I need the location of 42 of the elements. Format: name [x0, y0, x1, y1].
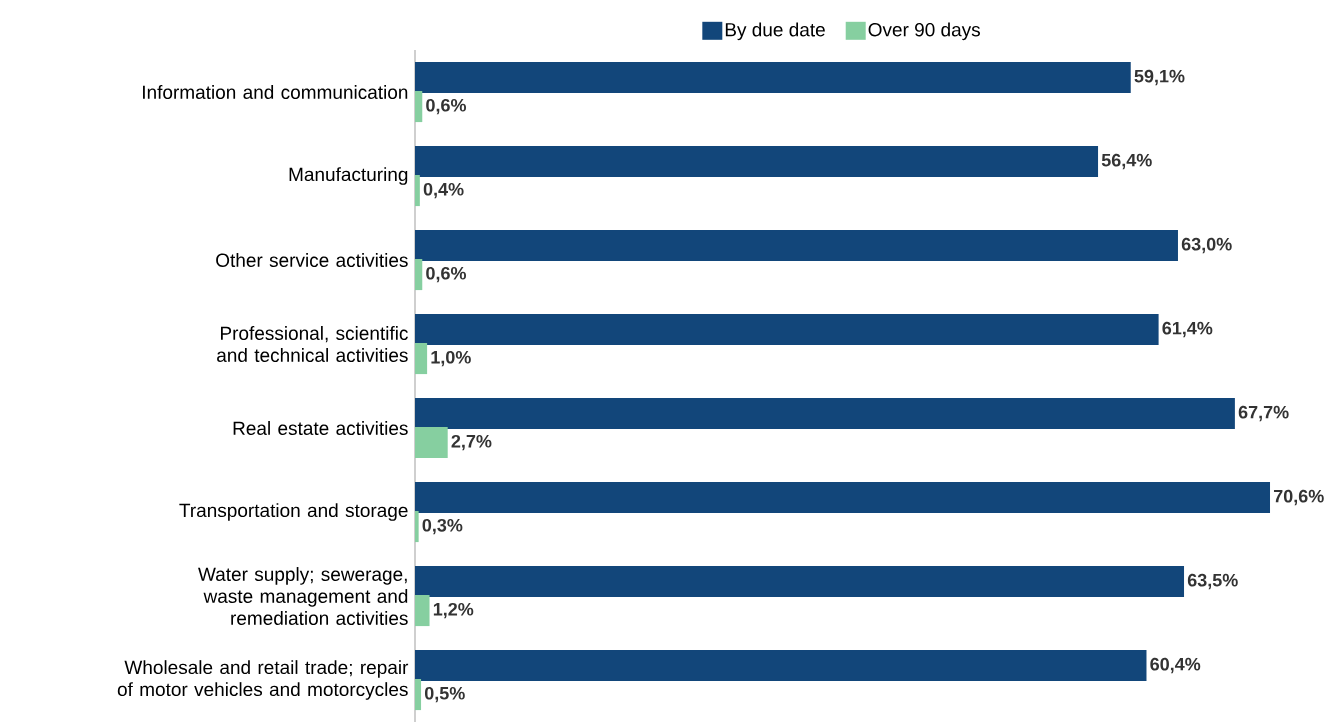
- data-label: 2,7%: [451, 434, 492, 451]
- y-tick-label: Manufacturing: [289, 167, 408, 185]
- data-label: 60,4%: [1150, 657, 1201, 674]
- data-label: 0,6%: [426, 266, 467, 283]
- legend-label: By due date: [725, 22, 825, 41]
- legend-label: Over 90 days: [868, 22, 980, 41]
- data-label: 0,6%: [426, 98, 467, 115]
- data-label: 0,3%: [422, 518, 463, 535]
- y-tick-label: Professional, scientific and technical activities: [217, 326, 408, 362]
- bar: [415, 481, 1271, 513]
- bar: [415, 565, 1185, 597]
- bar: [415, 343, 428, 375]
- data-label: 56,4%: [1101, 153, 1152, 170]
- bar: [415, 175, 420, 207]
- data-label: 63,0%: [1181, 237, 1232, 254]
- bar: [415, 397, 1235, 429]
- bar: [415, 427, 448, 459]
- bar: [415, 91, 423, 123]
- data-label: 61,4%: [1162, 321, 1213, 338]
- y-tick-label: Wholesale and retail trade; repair of motor vehicles and motorcycles: [117, 660, 409, 700]
- data-label: 63,5%: [1187, 573, 1238, 590]
- data-label: 1,0%: [431, 350, 471, 367]
- data-label: 59,1%: [1134, 69, 1185, 86]
- y-tick-label: Transportation and storage: [179, 503, 408, 521]
- data-label: 0,5%: [424, 686, 465, 703]
- bar: [415, 259, 423, 291]
- bar: [415, 649, 1147, 681]
- y-tick-label: Real estate activities: [233, 421, 408, 435]
- bar: [415, 229, 1178, 261]
- data-label: 67,7%: [1238, 405, 1289, 422]
- y-tick-label: Other service activities: [216, 253, 408, 267]
- y-tick-label: Water supply; sewerage, waste management and remediation activities: [198, 567, 408, 625]
- data-label: 70,6%: [1274, 489, 1324, 506]
- y-tick-label: Information and communication: [143, 85, 408, 99]
- data-label: 1,2%: [433, 602, 474, 619]
- bar: [415, 145, 1099, 177]
- data-label: 0,4%: [423, 182, 464, 199]
- bar: [415, 511, 419, 543]
- bar: [415, 595, 430, 627]
- bar: [415, 61, 1131, 93]
- bar: [415, 313, 1159, 345]
- bar: [415, 679, 422, 711]
